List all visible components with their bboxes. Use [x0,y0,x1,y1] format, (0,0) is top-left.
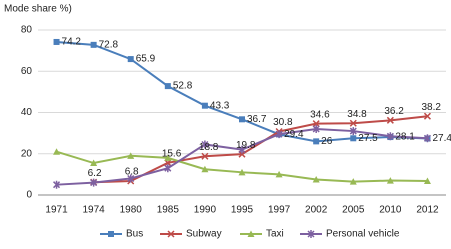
data-label: 15.6 [162,148,182,159]
marker [53,180,61,189]
legend-label: Taxi [266,229,284,240]
marker [423,112,431,120]
marker [201,152,209,160]
marker [238,145,246,154]
x-tick-label: 2002 [305,205,328,216]
data-label: 19.8 [236,140,256,151]
data-label: 29.4 [284,129,304,140]
marker [127,56,134,63]
x-tick-label: 1995 [231,205,254,216]
marker [275,130,283,139]
marker [201,165,209,173]
data-label: 26 [321,136,333,147]
marker [386,132,394,141]
data-label: 74.2 [62,37,82,48]
marker [127,174,135,183]
marker [312,176,320,183]
marker [275,170,283,178]
data-label: 30.8 [273,117,293,128]
data-label: 28.1 [395,132,415,143]
marker [349,178,357,185]
legend-item: Bus [100,229,143,240]
marker [312,120,320,128]
legend-marker [167,230,175,238]
data-label: 43.3 [210,100,230,111]
legend-label: Subway [186,229,222,240]
y-tick-label: 40 [21,107,33,118]
marker [53,38,60,45]
marker [201,140,209,149]
x-tick-label: 1980 [120,205,143,216]
x-tick-label: 1997 [268,205,291,216]
data-label: 72.8 [99,39,119,50]
legend-label: Bus [126,229,143,240]
legend-item: Subway [160,229,222,240]
marker [423,134,431,143]
y-tick-label: 60 [21,66,33,77]
x-tick-label: 1971 [45,205,68,216]
data-label: 6.2 [88,168,102,179]
marker [349,127,357,136]
data-label: 38.2 [421,102,441,113]
marker [313,138,320,145]
marker [423,177,431,184]
data-label: 34.6 [310,109,330,120]
legend-item: Taxi [240,229,284,240]
marker [90,178,98,187]
chart-title: Mode share %) [4,4,72,15]
legend-marker [247,230,255,237]
marker [386,116,394,124]
data-label: 27.5 [358,133,378,144]
data-label: 36.7 [247,114,267,125]
y-tick-label: 80 [21,25,33,36]
marker [164,154,172,161]
data-label: 36.2 [384,106,404,117]
marker [312,125,320,133]
data-label: 34.8 [347,109,367,120]
data-label: 65.9 [136,54,156,65]
x-tick-label: 1990 [194,205,217,216]
data-label: 27.4 [432,133,451,144]
y-tick-label: 20 [21,148,33,159]
y-tick-label: 0 [26,190,32,201]
x-tick-label: 2005 [342,205,365,216]
x-tick-label: 2010 [379,205,402,216]
legend-item: Personal vehicle [300,229,400,240]
marker [164,164,172,173]
marker [164,83,171,90]
marker [127,152,135,159]
x-tick-label: 1974 [83,205,106,216]
marker [239,116,245,123]
marker [350,135,357,142]
marker [53,148,61,155]
data-label: 6.8 [125,167,139,178]
marker [349,119,357,127]
x-tick-label: 1985 [157,205,180,216]
legend-label: Personal vehicle [326,229,400,240]
marker [90,41,97,48]
marker [238,168,246,176]
series-line [56,150,428,183]
marker [201,102,208,109]
data-label: 18.8 [199,142,219,153]
marker [90,159,98,167]
legend-marker [307,230,315,238]
x-tick-label: 2012 [416,205,439,216]
legend-marker [108,231,114,237]
data-label: 52.8 [173,81,193,92]
series-line [56,40,428,143]
marker [386,177,394,184]
